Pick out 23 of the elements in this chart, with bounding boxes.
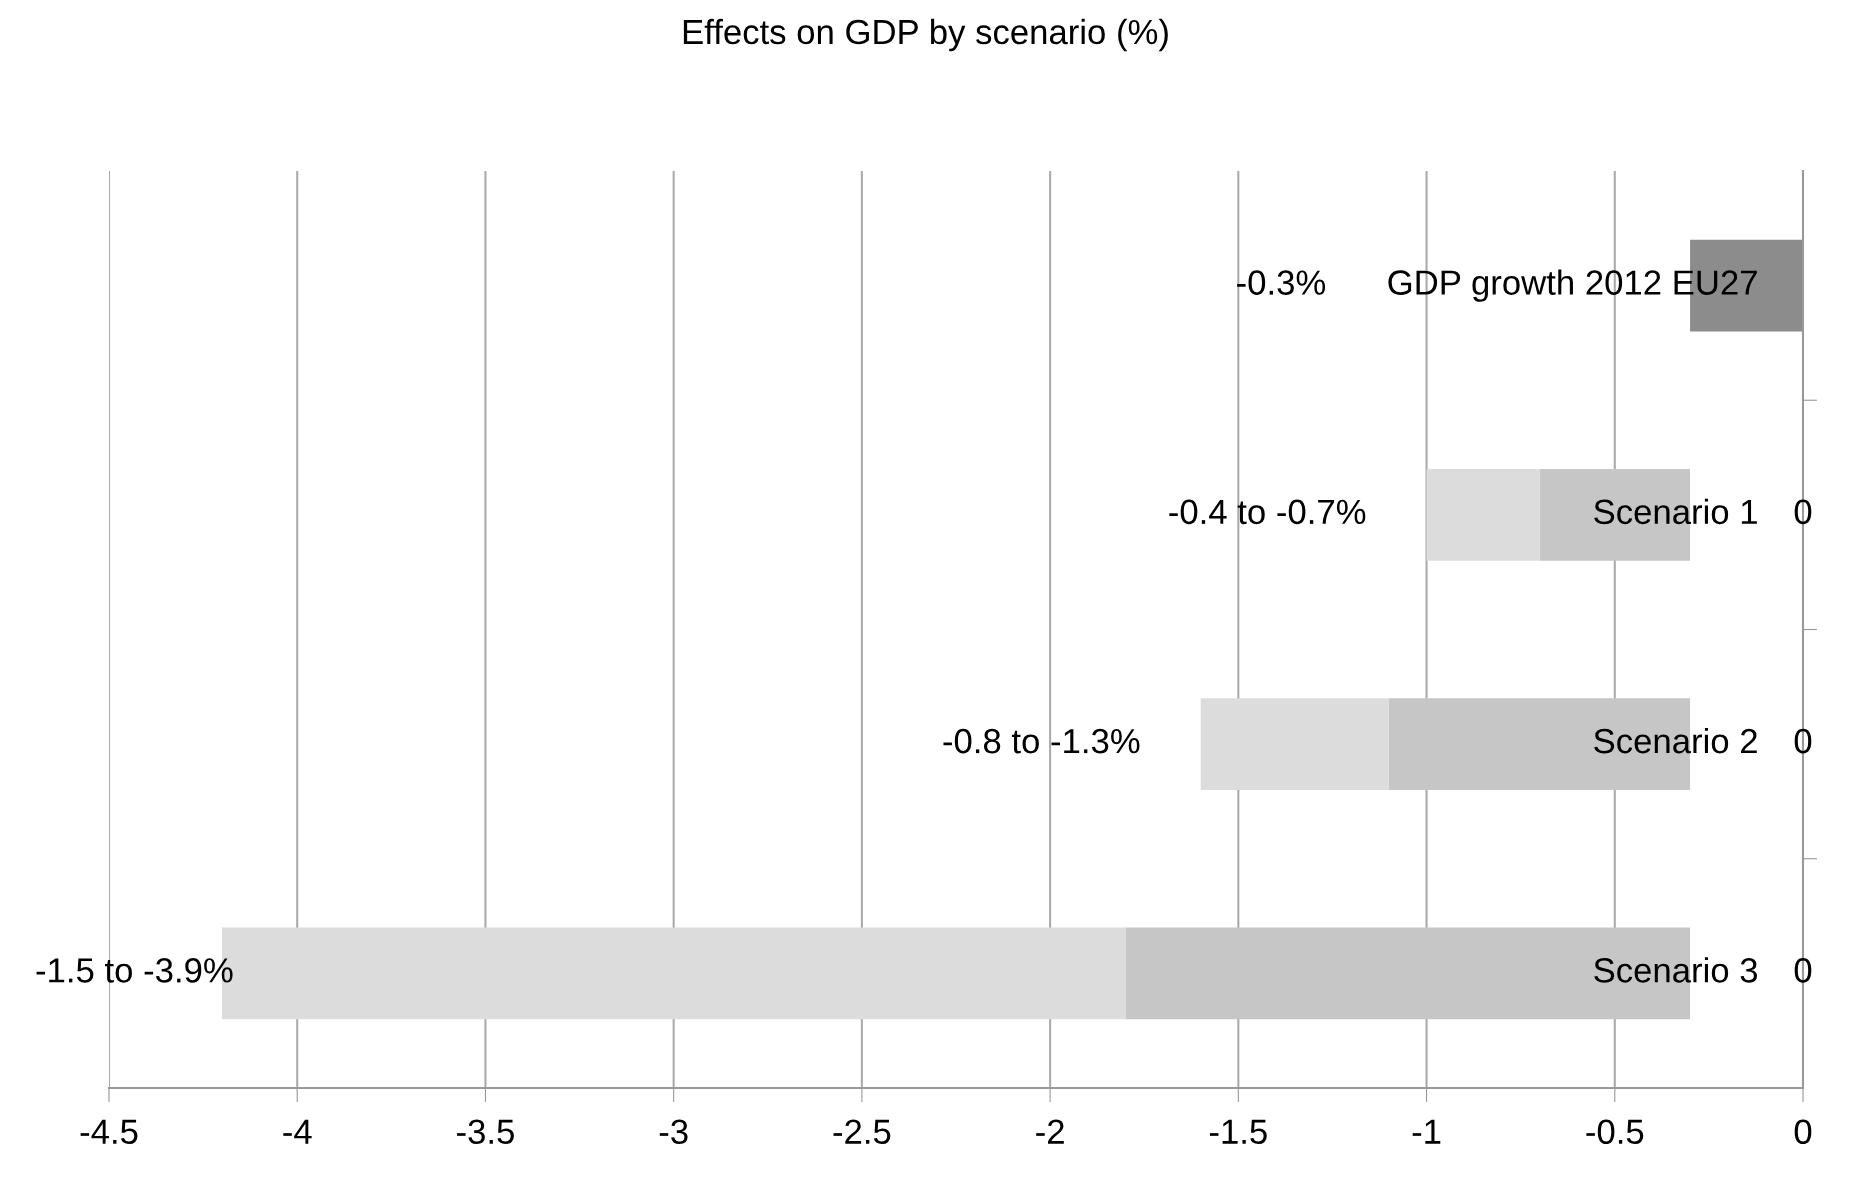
bar: [1200, 698, 1389, 790]
annotation: -0.8 to -1.3%: [943, 728, 1140, 754]
x-tick-label: -2: [1036, 1119, 1064, 1144]
x-tick-label: -4: [283, 1119, 312, 1144]
annotation: -0.4 to -0.7%: [1169, 499, 1366, 525]
x-tick-label: -3.5: [457, 1119, 514, 1145]
data-label: 0: [1794, 499, 1812, 525]
x-tick-label: -4.5: [80, 1119, 138, 1145]
data-label: 0: [1794, 728, 1812, 754]
x-tick-label: -1.5: [1209, 1119, 1267, 1145]
data-label: 0: [1794, 958, 1812, 983]
x-tick-label: 0: [1794, 1119, 1812, 1145]
chart-title: Effects on GDP by scenario (%): [683, 18, 1168, 52]
x-tick-label: -0.5: [1586, 1119, 1644, 1145]
bar: [1426, 469, 1540, 561]
y-tick-label: Scenario 2: [1594, 727, 1757, 754]
y-tick-label: Scenario 1: [1594, 498, 1757, 525]
annotation: -1.5 to -3.9%: [36, 958, 233, 983]
x-tick-label: -2.5: [833, 1119, 891, 1145]
x-tick-label: -1: [1412, 1119, 1441, 1144]
x-tick-label: -3: [659, 1119, 688, 1145]
y-tick-label: Scenario 3: [1594, 957, 1758, 983]
annotation: -0.3%: [1237, 270, 1326, 295]
